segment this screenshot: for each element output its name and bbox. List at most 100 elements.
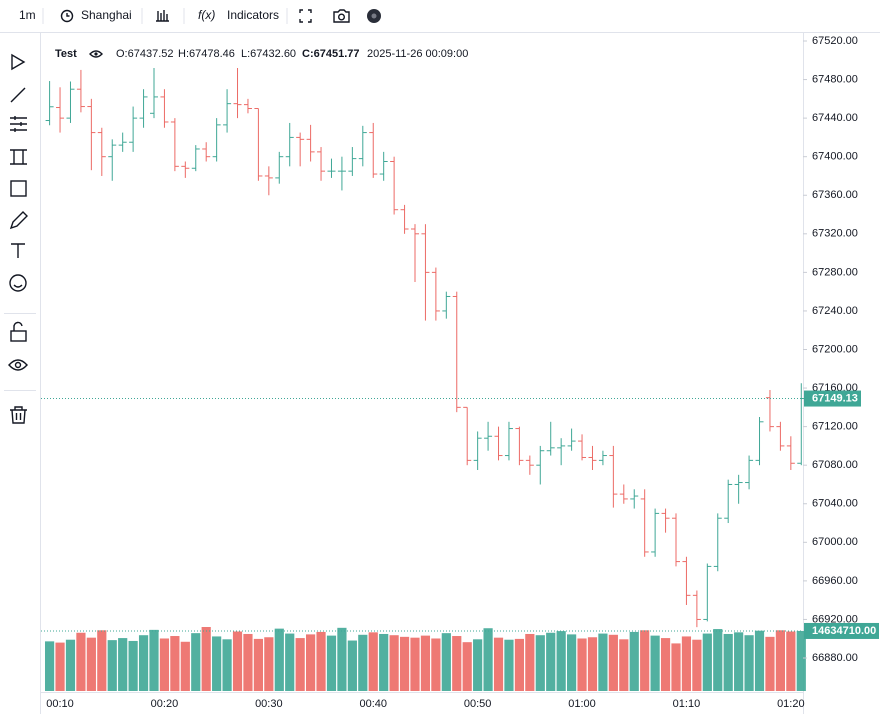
volume-bar — [253, 638, 263, 691]
volume-bar — [640, 630, 650, 691]
legend-open: O:67437.52 — [116, 48, 174, 60]
volume-bar — [441, 633, 451, 691]
y-tick-label: 67080.00 — [812, 459, 858, 471]
volume-bar — [473, 639, 483, 691]
volume-bar — [170, 636, 180, 691]
fullscreen-button[interactable] — [299, 9, 312, 23]
legend-eye[interactable] — [89, 50, 103, 58]
volume-bar — [337, 627, 347, 691]
x-tick-label: 01:20 — [777, 698, 805, 710]
line-tool[interactable] — [10, 87, 26, 103]
y-tick-label: 67520.00 — [812, 35, 858, 47]
visibility-tool[interactable] — [8, 359, 28, 371]
volume-bar — [306, 634, 316, 691]
volume-bar — [556, 631, 566, 691]
y-tick-label: 67000.00 — [812, 536, 858, 548]
legend-time: 2025-11-26 00:09:00 — [367, 48, 468, 60]
volume-bar — [629, 631, 639, 691]
x-tick-label: 00:10 — [46, 698, 74, 710]
volume-bar — [796, 630, 806, 691]
volume-bar — [389, 635, 399, 691]
volume-bar — [191, 633, 201, 691]
text-tool[interactable] — [11, 243, 25, 258]
y-tick-label: 67040.00 — [812, 498, 858, 510]
volume-bar — [107, 640, 117, 691]
delete-tool[interactable] — [10, 406, 27, 424]
volume-bar — [702, 633, 712, 691]
emoji-smile — [13, 284, 23, 288]
volume-bar — [744, 635, 754, 691]
volume-bar — [232, 631, 243, 691]
volume-bar — [598, 633, 608, 691]
volume-bar — [274, 628, 284, 691]
interval-button[interactable]: 1m — [19, 8, 36, 22]
volume-bar — [493, 637, 504, 691]
volume-bar — [358, 634, 368, 691]
y-tick-label: 67280.00 — [812, 266, 858, 278]
y-tick-label: 67440.00 — [812, 112, 858, 124]
brush-tool[interactable] — [9, 211, 28, 230]
x-tick-label: 01:10 — [673, 698, 701, 710]
fib-tool[interactable] — [10, 116, 27, 132]
eye-pupil — [14, 361, 22, 369]
volume-bar — [608, 634, 618, 691]
volume-bar — [525, 633, 535, 691]
timezone-button[interactable]: Shanghai — [81, 8, 132, 22]
volume-bar — [671, 643, 681, 691]
volume-bar — [420, 635, 431, 691]
volume-bar — [619, 639, 629, 691]
camera-lens — [338, 13, 346, 21]
volume-label-box — [804, 622, 879, 639]
price-label: 67149.13 — [812, 392, 858, 404]
volume-bar — [138, 635, 149, 691]
volume-bar — [723, 633, 733, 691]
volume-bar — [149, 629, 159, 691]
y-tick-label: 66880.00 — [812, 652, 858, 664]
volume-bar — [212, 636, 222, 691]
plot — [41, 67, 806, 691]
volume-bar — [118, 638, 128, 691]
volume-bar — [535, 635, 545, 691]
volume-bar — [504, 639, 514, 691]
lock-tool[interactable] — [10, 330, 27, 342]
volume-bar — [754, 630, 765, 691]
cursor-tool[interactable] — [11, 53, 26, 71]
volume-label: 14634710.00 — [812, 625, 876, 637]
legend-eye-pupil — [94, 52, 98, 56]
volume-bar — [264, 637, 274, 691]
volume-bar — [577, 638, 587, 691]
volume-bar — [76, 632, 86, 691]
x-tick-label: 00:20 — [151, 698, 179, 710]
pattern-tool[interactable] — [10, 149, 27, 165]
y-tick-label: 67200.00 — [812, 343, 858, 355]
volume-bar — [431, 638, 441, 691]
shape-tool[interactable] — [10, 180, 27, 197]
y-tick-label: 67360.00 — [812, 189, 858, 201]
x-tick-label: 00:30 — [255, 698, 283, 710]
emoji-tool[interactable] — [9, 274, 27, 292]
volume-bar — [567, 634, 577, 691]
volume-bar — [180, 641, 190, 691]
bar-style-button[interactable] — [156, 10, 169, 22]
fx-icon: f(x) — [198, 8, 215, 22]
x-tick-label: 00:40 — [359, 698, 387, 710]
volume-bar — [65, 639, 76, 691]
volume-bar — [462, 642, 472, 691]
volume-bar — [379, 633, 389, 691]
screenshot-button[interactable] — [333, 9, 350, 23]
volume-bar — [734, 632, 744, 691]
indicators-button[interactable]: Indicators — [227, 8, 279, 22]
volume-bar — [587, 637, 598, 691]
y-tick-label: 66920.00 — [812, 613, 858, 625]
volume-bar — [347, 640, 357, 691]
lock-shackle — [13, 321, 23, 331]
volume-bar — [326, 635, 337, 691]
volume-bar — [222, 639, 232, 691]
volume-bar — [128, 640, 138, 691]
volume-bar — [55, 642, 65, 691]
volume-bar — [201, 627, 211, 691]
legend-low: L:67432.60 — [241, 48, 296, 60]
volume-bar — [546, 632, 556, 691]
